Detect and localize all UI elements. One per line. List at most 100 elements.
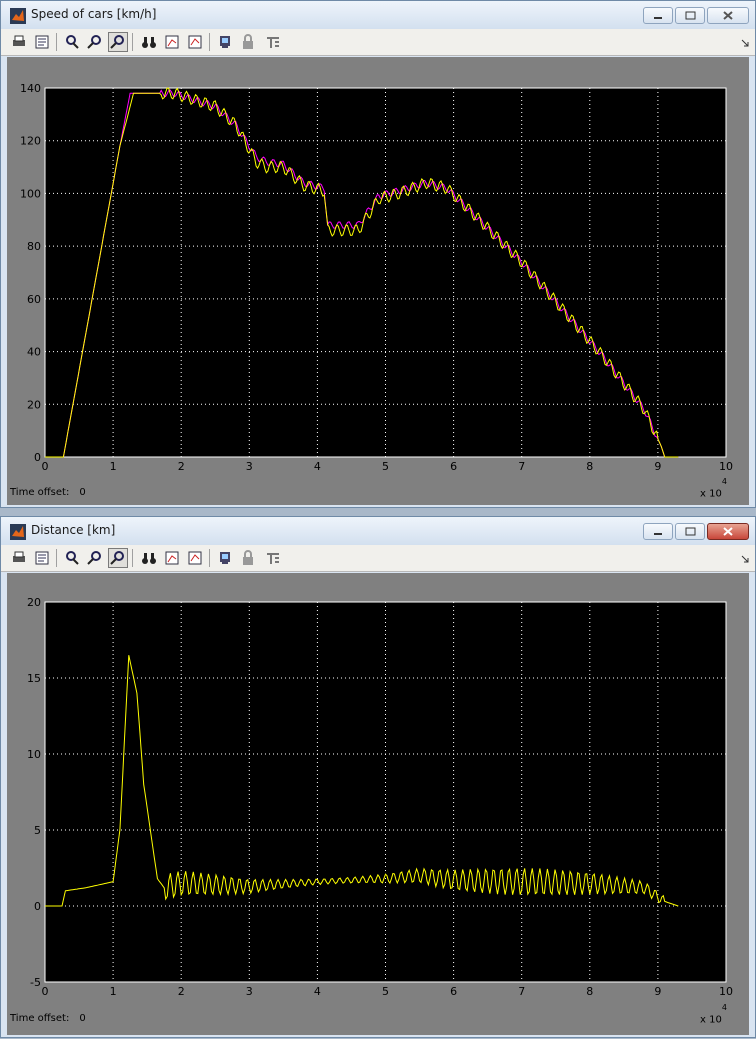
x-multiplier: x 104 [700,1003,727,1026]
toolbar [1,545,755,572]
minimize-button[interactable] [643,7,673,24]
lock-icon [243,550,253,565]
signal-selector-icon [267,37,279,48]
maximize-button[interactable] [675,7,705,24]
y-tick-label: 5 [34,824,41,837]
save-axes-button[interactable] [162,548,182,568]
save-axes-icon [165,35,179,49]
zoom-y-button[interactable] [108,548,128,568]
restore-icon [685,527,696,536]
x-tick-label: 0 [42,460,49,473]
x-tick-label: 6 [450,985,457,998]
print-button[interactable] [9,32,29,52]
scope-window-speed: Speed of cars [km/h] 0 1 2 3 4 5 6 7 8 9 10 0 20 40 60… [0,0,756,508]
x-tick-label: 10 [719,460,733,473]
autoscale-button[interactable] [139,32,159,52]
matlab-logo-icon [10,8,26,24]
zoom-in-button[interactable] [62,32,82,52]
matlab-logo-icon [10,524,26,540]
lock-axes-button[interactable] [238,548,258,568]
x-tick-label: 7 [518,985,525,998]
x-tick-label: 5 [382,985,389,998]
restore-axes-icon [188,35,202,49]
y-tick-label: -5 [30,976,41,989]
minimize-button[interactable] [643,523,673,540]
print-icon [13,551,25,562]
close-icon [723,527,733,536]
parameters-icon [220,36,230,48]
plot-area: 0 1 2 3 4 5 6 7 8 9 10 0 20 40 60 80 100 120 140 Time offs… [7,57,749,505]
zoom-in-icon [66,551,79,565]
close-button[interactable] [707,523,749,540]
y-tick-label: 0 [34,900,41,913]
zoom-y-button[interactable] [108,32,128,52]
maximize-button[interactable] [675,523,705,540]
x-tick-label: 1 [110,460,117,473]
chevron-down-icon [741,39,749,47]
title-bar[interactable]: Distance [km] [1,517,755,545]
print-icon [13,35,25,46]
y-tick-label: 120 [20,135,41,148]
zoom-x-button[interactable] [85,548,105,568]
y-tick-label: 140 [20,82,41,95]
y-tick-label: 80 [27,240,41,253]
print-figure-icon [35,551,49,565]
x-tick-label: 7 [518,460,525,473]
autoscale-button[interactable] [139,548,159,568]
x-multiplier: x 104 [700,477,727,500]
toolbar-overflow-button[interactable] [739,548,751,568]
signal-selector-button[interactable] [263,548,283,568]
restore-icon [685,11,696,20]
save-axes-button[interactable] [162,32,182,52]
print-figure-icon [35,35,49,49]
title-bar[interactable]: Speed of cars [km/h] [1,1,755,29]
y-tick-label: 0 [34,451,41,464]
series-line-1 [45,87,679,458]
minimize-icon [654,17,662,19]
minimize-icon [654,533,662,535]
window-title: Speed of cars [km/h] [31,7,157,21]
axes-frame [44,601,727,983]
time-offset: Time offset: 0 [10,1013,86,1024]
zoom-x-icon [87,35,101,49]
zoom-in-button[interactable] [62,548,82,568]
signal-selector-button[interactable] [263,32,283,52]
toolbar [1,29,755,56]
y-tick-label: 20 [27,398,41,411]
x-tick-label: 3 [246,460,253,473]
print-figure-button[interactable] [32,548,52,568]
signal-selector-icon [267,553,279,564]
toolbar-overflow-button[interactable] [739,32,751,52]
x-tick-label: 0 [42,985,49,998]
binoculars-icon [142,37,156,48]
x-tick-label: 4 [314,985,321,998]
x-tick-label: 8 [586,985,593,998]
chevron-down-icon [741,555,749,563]
restore-axes-button[interactable] [185,548,205,568]
close-icon [723,11,733,20]
x-tick-label: 9 [654,460,661,473]
lock-axes-button[interactable] [238,32,258,52]
series-line-0 [45,655,679,907]
close-button[interactable] [707,7,749,24]
y-tick-label: 100 [20,187,41,200]
zoom-y-icon [110,35,124,49]
y-tick-label: 60 [27,293,41,306]
save-axes-icon [165,551,179,565]
zoom-x-icon [87,551,101,565]
parameters-button[interactable] [215,32,235,52]
x-tick-label: 10 [719,985,733,998]
zoom-x-button[interactable] [85,32,105,52]
window-title: Distance [km] [31,523,116,537]
print-button[interactable] [9,548,29,568]
zoom-y-icon [110,551,124,565]
y-tick-label: 15 [27,672,41,685]
restore-axes-button[interactable] [185,32,205,52]
x-tick-label: 6 [450,460,457,473]
print-figure-button[interactable] [32,32,52,52]
x-tick-label: 8 [586,460,593,473]
scope-window-distance: Distance [km] 0 1 2 3 4 5 6 7 8 9 10 -5 0 5 10 15 20 Tim… [0,516,756,1038]
parameters-button[interactable] [215,548,235,568]
